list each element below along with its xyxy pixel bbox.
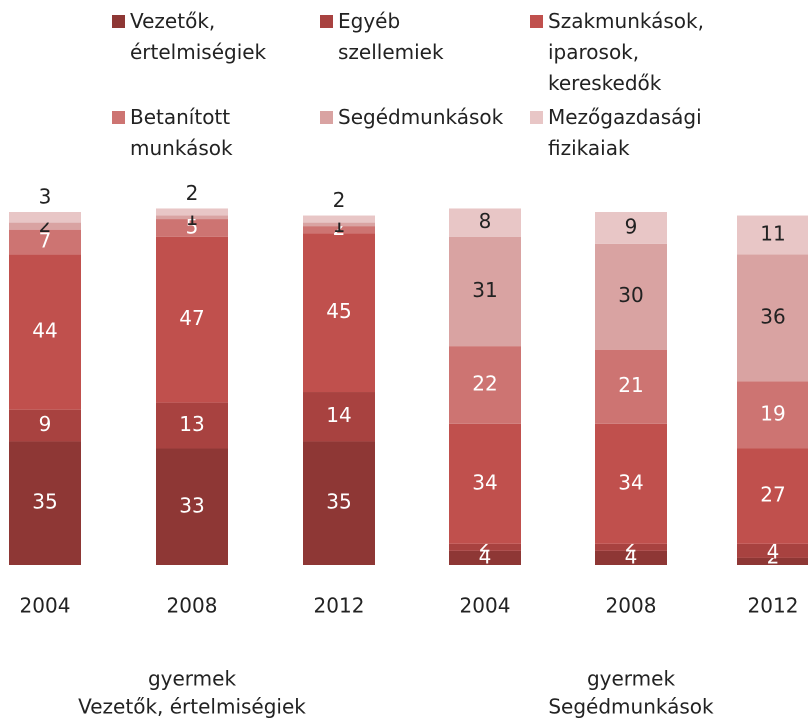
bar-segment (156, 215, 228, 220)
x-tick-label: 2004 (460, 594, 511, 618)
legend-label: Egyéb szellemiek (338, 9, 444, 64)
bar-segment (737, 557, 808, 565)
data-label: 7 (39, 229, 52, 253)
legend-swatch (320, 15, 333, 28)
x-tick-label: 2004 (20, 594, 71, 618)
data-label: 22 (472, 371, 497, 395)
bar-segment (156, 448, 228, 565)
data-label: 31 (472, 278, 497, 302)
data-label: 34 (618, 470, 643, 494)
data-label: 5 (186, 214, 199, 238)
bar-segment (737, 215, 808, 255)
bar-segment (9, 409, 81, 442)
bar-segment (303, 215, 375, 223)
bar-segment (595, 543, 667, 551)
bar-segment (449, 543, 521, 551)
data-label: 45 (326, 299, 351, 323)
bar-segment (595, 243, 667, 350)
bar-segment (595, 349, 667, 424)
bar-segment (449, 208, 521, 237)
data-label: 11 (760, 221, 785, 245)
legend-label: Mezőgazdasági fizikaiak (548, 105, 702, 160)
data-label: 33 (179, 493, 204, 517)
bar-segment (303, 222, 375, 227)
bar-segment (595, 423, 667, 544)
data-label: 19 (760, 401, 785, 425)
bar-segment (303, 226, 375, 234)
group-label: gyermek (587, 667, 675, 691)
x-tick-label: 2012 (748, 594, 799, 618)
bar-segment (9, 212, 81, 223)
bar-segment (156, 402, 228, 449)
data-label: 47 (179, 306, 204, 330)
legend-label: Vezetők, értelmiségiek (130, 9, 267, 64)
legend-swatch (530, 111, 543, 124)
bar-segment (449, 236, 521, 347)
bar-segment (595, 550, 667, 565)
legend-swatch (320, 111, 333, 124)
bar-segment (9, 229, 81, 255)
data-label: 27 (760, 483, 785, 507)
data-label: 3 (39, 185, 52, 209)
legend-swatch (530, 15, 543, 28)
bar-segment (595, 212, 667, 244)
data-label: 9 (39, 412, 52, 436)
legend-label: Segédmunkások (338, 105, 504, 129)
data-label: 2 (333, 188, 346, 212)
group-label: Segédmunkások (548, 695, 714, 719)
bar-segment (156, 219, 228, 237)
legend-swatch (112, 111, 125, 124)
legend-swatch (112, 15, 125, 28)
bar-segment (9, 254, 81, 410)
bar-segment (737, 543, 808, 558)
data-label: 34 (472, 470, 497, 494)
bar-segment (9, 222, 81, 230)
data-label: 4 (767, 539, 780, 563)
bar-segment (9, 441, 81, 565)
bar-segment (156, 208, 228, 216)
x-tick-label: 2008 (606, 594, 657, 618)
bar-segment (303, 441, 375, 565)
data-label: 21 (618, 373, 643, 397)
bar-segment (303, 392, 375, 442)
data-label: 35 (32, 490, 57, 514)
bar-segment (737, 448, 808, 544)
bar-segment (449, 550, 521, 565)
data-label: 14 (326, 403, 351, 427)
bar-segment (449, 346, 521, 424)
bar-segment (737, 381, 808, 449)
data-label: 9 (625, 214, 638, 238)
data-label: 35 (326, 490, 351, 514)
data-label: 36 (760, 304, 785, 328)
data-label: 44 (32, 319, 57, 343)
group-label: gyermek (148, 667, 236, 691)
data-label: 2 (186, 181, 199, 205)
x-tick-label: 2008 (167, 594, 218, 618)
bar-segment (449, 423, 521, 544)
bar-segment (303, 233, 375, 393)
group-label: Vezetők, értelmiségiek (78, 695, 306, 719)
data-label: 30 (618, 283, 643, 307)
data-label: 13 (179, 412, 204, 436)
data-label: 8 (479, 209, 492, 233)
x-tick-label: 2012 (314, 594, 365, 618)
legend-label: Szakmunkások, iparosok, kereskedők (548, 9, 704, 95)
bar-segment (737, 254, 808, 382)
bar-segment (156, 236, 228, 403)
legend-label: Betanított munkások (130, 105, 233, 160)
